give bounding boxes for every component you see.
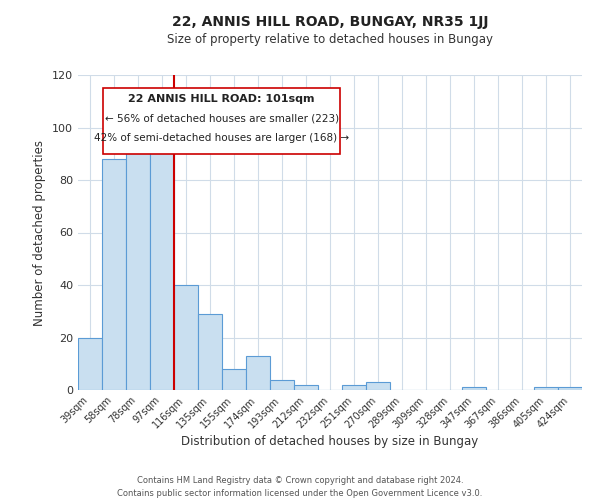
Text: 22, ANNIS HILL ROAD, BUNGAY, NR35 1JJ: 22, ANNIS HILL ROAD, BUNGAY, NR35 1JJ: [172, 15, 488, 29]
Bar: [462, 388, 486, 390]
Y-axis label: Number of detached properties: Number of detached properties: [34, 140, 46, 326]
Text: Contains HM Land Registry data © Crown copyright and database right 2024.
Contai: Contains HM Land Registry data © Crown c…: [118, 476, 482, 498]
Text: 22 ANNIS HILL ROAD: 101sqm: 22 ANNIS HILL ROAD: 101sqm: [128, 94, 315, 104]
Bar: [102, 159, 126, 390]
Bar: [366, 382, 390, 390]
Bar: [246, 356, 270, 390]
Text: 42% of semi-detached houses are larger (168) →: 42% of semi-detached houses are larger (…: [94, 134, 349, 143]
Bar: [294, 385, 318, 390]
X-axis label: Distribution of detached houses by size in Bungay: Distribution of detached houses by size …: [181, 436, 479, 448]
Bar: [534, 388, 558, 390]
Bar: [342, 385, 366, 390]
FancyBboxPatch shape: [103, 88, 340, 154]
Text: ← 56% of detached houses are smaller (223): ← 56% of detached houses are smaller (22…: [104, 114, 339, 124]
Bar: [150, 146, 174, 390]
Bar: [222, 369, 246, 390]
Bar: [174, 285, 198, 390]
Bar: [558, 388, 582, 390]
Bar: [270, 380, 294, 390]
Text: Size of property relative to detached houses in Bungay: Size of property relative to detached ho…: [167, 32, 493, 46]
Bar: [126, 140, 150, 390]
Bar: [78, 338, 102, 390]
Bar: [198, 314, 222, 390]
